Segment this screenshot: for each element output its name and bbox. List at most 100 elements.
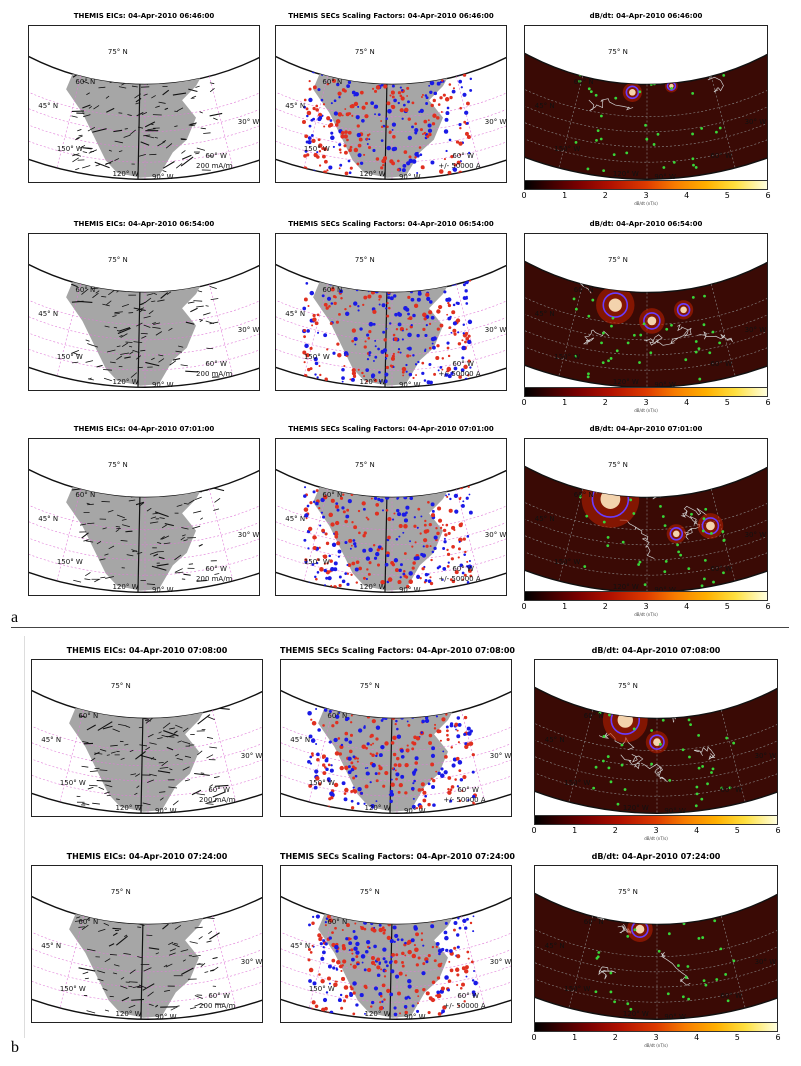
sec-positive-marker [308, 784, 313, 788]
current-vector [181, 154, 192, 160]
current-vector [207, 716, 215, 720]
sec-positive-marker [357, 76, 362, 81]
sec-positive-marker [380, 457, 385, 461]
sec-negative-marker [375, 725, 381, 730]
sec-positive-marker [312, 313, 316, 318]
sec-positive-marker [387, 464, 390, 467]
colorbar-unit: dB/dt (nT/s) [634, 201, 658, 206]
sec-negative-marker [401, 915, 405, 919]
sec-positive-marker [307, 367, 311, 372]
label-lon-90w: 90° W [398, 585, 421, 594]
station-marker [643, 583, 647, 587]
sec-positive-marker [376, 563, 381, 567]
sec-negative-marker [414, 128, 419, 133]
sec-panel: THEMIS SECs Scaling Factors: 04-Apr-2010… [275, 12, 507, 184]
current-vector [170, 1006, 178, 1011]
sec-positive-marker [387, 306, 391, 310]
sec-positive-marker [316, 313, 320, 317]
sec-positive-marker [356, 757, 359, 760]
current-vector [201, 1003, 206, 1006]
current-vector [181, 150, 186, 154]
sec-negative-marker [435, 715, 438, 718]
section-label-b: b [11, 1039, 19, 1056]
sec-positive-marker [395, 328, 399, 331]
current-vector [158, 918, 163, 921]
sec-negative-marker [386, 580, 390, 584]
sec-negative-marker [349, 53, 353, 57]
current-vector [209, 784, 213, 788]
sec-positive-marker [352, 964, 357, 969]
sec-negative-marker [339, 53, 344, 57]
sec-negative-marker [322, 939, 326, 943]
sec-positive-marker [406, 452, 411, 457]
sec-negative-marker [387, 296, 391, 300]
sec-positive-marker [335, 520, 340, 526]
sec-negative-marker [390, 969, 395, 974]
sec-positive-marker [414, 947, 419, 953]
sec-positive-marker [304, 558, 308, 562]
sec-negative-marker [316, 252, 321, 257]
sec-negative-marker [414, 464, 419, 469]
sec-positive-marker [411, 566, 415, 570]
sec-positive-marker [385, 508, 389, 512]
sec-positive-marker [422, 692, 425, 695]
sec-positive-marker [308, 87, 312, 91]
sec-negative-marker [428, 255, 431, 258]
sec-negative-marker [368, 905, 371, 907]
current-vector [86, 724, 96, 731]
station-marker [656, 132, 660, 136]
label-lon-60w: 60° W [452, 565, 474, 574]
sec-negative-marker [428, 276, 432, 280]
sec-negative-marker [457, 917, 460, 920]
colorbar-unit: dB/dt (nT/s) [634, 408, 658, 413]
sec-negative-marker [306, 329, 310, 333]
sec-positive-marker [373, 902, 377, 905]
current-vector [76, 916, 81, 919]
current-vector [182, 959, 186, 962]
sec-positive-marker [353, 525, 358, 530]
sec-positive-marker [318, 506, 321, 510]
sec-negative-marker [309, 58, 314, 63]
current-vector [110, 744, 118, 747]
sec-positive-marker [311, 720, 317, 726]
sec-positive-marker [303, 507, 309, 512]
sec-positive-marker [370, 743, 373, 746]
sec-negative-marker [443, 37, 448, 42]
label-lon-120w: 120° W [112, 169, 139, 178]
sec-negative-marker [443, 537, 446, 540]
sec-negative-marker [405, 70, 409, 74]
sec-negative-marker [306, 881, 312, 886]
sec-negative-marker [445, 725, 449, 729]
sec-negative-marker [393, 1006, 397, 1010]
current-vector [131, 261, 135, 265]
sec-positive-marker [442, 528, 447, 533]
station-marker [609, 780, 613, 784]
sec-negative-marker [331, 897, 335, 901]
station-marker [697, 347, 701, 351]
sec-negative-marker [355, 275, 360, 281]
sec-negative-marker [305, 282, 309, 285]
label-lon-150w: 150° W [564, 778, 591, 787]
sec-negative-marker [316, 469, 321, 475]
station-marker [600, 341, 603, 345]
label-lon-120w: 120° W [359, 377, 386, 386]
sec-negative-marker [314, 769, 319, 774]
sec-negative-marker [429, 899, 432, 902]
sec-negative-marker [398, 258, 404, 263]
sec-negative-marker [428, 911, 433, 917]
sec-negative-marker [332, 145, 335, 148]
current-vector [193, 67, 197, 70]
current-vector [116, 485, 121, 489]
sec-positive-marker [361, 744, 366, 749]
current-vector [211, 906, 216, 908]
current-vector [86, 1010, 96, 1014]
sec-negative-marker [379, 677, 383, 680]
current-vector [211, 65, 217, 69]
sec-positive-marker [450, 785, 455, 789]
current-vector [205, 803, 214, 805]
colorbar-tick: 6 [775, 826, 781, 835]
sec-negative-marker [421, 468, 425, 473]
current-vector [172, 92, 187, 96]
sec-negative-marker [389, 789, 394, 794]
sec-positive-marker [439, 739, 442, 742]
